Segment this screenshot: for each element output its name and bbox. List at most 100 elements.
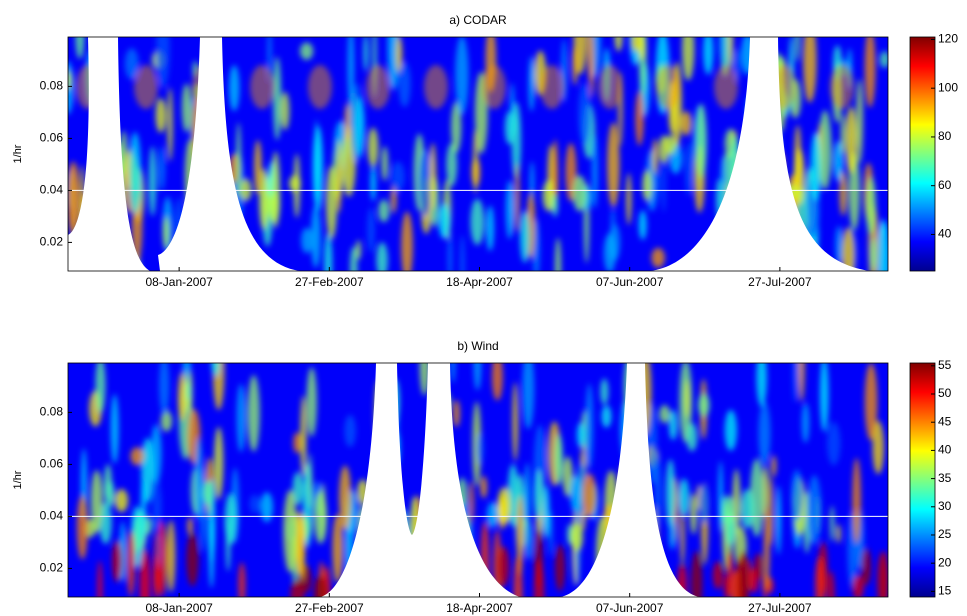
heatmap-cell <box>366 65 390 109</box>
heatmap-cell <box>367 207 376 253</box>
heatmap-cell <box>438 203 451 239</box>
heatmap-cell <box>497 546 510 587</box>
heatmap-cell <box>754 553 763 581</box>
heatmap-cell <box>166 519 176 593</box>
heatmap-cell <box>280 91 290 131</box>
heatmap-cell <box>90 469 103 533</box>
y-tick-label: 0.04 <box>40 509 64 523</box>
heatmap-cell <box>477 432 484 465</box>
heatmap-cell <box>524 520 534 560</box>
heatmap-cell <box>876 551 888 597</box>
y-tick-label: 0.04 <box>40 183 64 197</box>
heatmap-cell <box>312 125 324 212</box>
heatmap-cell <box>740 489 755 529</box>
heatmap-cell <box>298 515 306 582</box>
heatmap-cell <box>638 37 645 61</box>
heatmap-cell <box>376 242 388 271</box>
heatmap-cell <box>635 91 644 146</box>
y-tick-label: 0.02 <box>40 235 64 249</box>
heatmap-cell <box>310 205 321 268</box>
heatmap-cell <box>792 363 798 403</box>
heatmap-cell <box>324 233 333 271</box>
heatmap-cell <box>238 562 246 597</box>
heatmap-cell <box>631 37 641 52</box>
heatmap-cell <box>668 519 677 550</box>
heatmap-cell <box>349 246 358 271</box>
heatmap-cell <box>177 372 187 421</box>
heatmap-cell <box>699 483 710 524</box>
heatmap-cell <box>514 163 520 233</box>
heatmap-cell <box>459 235 465 271</box>
colorbar <box>909 362 936 598</box>
heatmap-cell <box>299 42 314 60</box>
colorbar-tick-label: 120 <box>938 32 958 46</box>
heatmap-cell <box>247 375 260 452</box>
heatmap-cell <box>861 548 872 586</box>
heatmap-cell <box>771 455 777 477</box>
heatmap-cell <box>652 138 659 175</box>
heatmap-cell <box>455 37 469 115</box>
heatmap-cell <box>68 161 80 235</box>
heatmap-cell <box>75 37 85 59</box>
heatmap-cell <box>589 37 595 99</box>
heatmap-cell <box>313 575 328 597</box>
heatmap-cell <box>124 48 139 80</box>
heatmap-cell <box>162 216 170 250</box>
x-tick-label: 27-Jul-2007 <box>748 275 812 289</box>
heatmap-cell <box>148 146 157 217</box>
heatmap-cell <box>424 65 448 109</box>
heatmap-cell <box>852 574 864 597</box>
heatmap-cell <box>603 233 617 271</box>
heatmap-cell <box>555 544 565 592</box>
heatmap-cell <box>320 483 326 542</box>
heatmap-cell <box>273 56 282 141</box>
heatmap-cell <box>835 225 843 265</box>
heatmap-cell <box>870 236 876 271</box>
heatmap-cell <box>211 363 220 377</box>
heatmap-cell <box>795 37 800 62</box>
heatmap-cell <box>512 382 519 462</box>
heatmap-cell <box>186 532 199 587</box>
heatmap-cell <box>156 37 170 89</box>
chart-title: b) Wind <box>457 339 498 353</box>
heatmap-cell <box>651 247 665 268</box>
heatmap-cell <box>830 65 854 109</box>
heatmap-cell <box>110 394 119 464</box>
heatmap-cell <box>418 150 432 217</box>
y-axis-label: 1/hr <box>12 144 24 163</box>
heatmap-cell <box>468 481 474 524</box>
heatmap-cell <box>283 489 297 573</box>
chart-title: a) CODAR <box>449 13 507 27</box>
heatmap-cell <box>470 198 485 246</box>
heatmap-cell <box>354 97 365 158</box>
heatmap-cell <box>610 208 616 238</box>
heatmap-cell <box>187 517 193 536</box>
heatmap-cell <box>419 363 430 396</box>
heatmap-cell <box>224 493 237 546</box>
heatmap-cell <box>803 37 817 103</box>
heatmap-cell <box>769 475 774 547</box>
heatmap-cell <box>213 426 224 500</box>
heatmap-cell <box>307 453 313 510</box>
heatmap-cell <box>482 65 506 109</box>
colorbar-tick-label: 25 <box>938 527 952 541</box>
colorbar-tick-label: 60 <box>938 178 952 192</box>
heatmap-cell <box>668 409 678 441</box>
heatmap-cell <box>140 477 147 543</box>
heatmap-cell <box>450 363 456 384</box>
heatmap-cell <box>260 492 274 523</box>
heatmap-cell <box>690 493 697 535</box>
heatmap-cell <box>571 522 584 552</box>
heatmap-cell <box>845 106 857 174</box>
heatmap <box>68 363 888 597</box>
heatmap-cell <box>712 561 724 590</box>
heatmap-cell <box>249 494 261 514</box>
heatmap-cell <box>585 383 594 469</box>
heatmap-cell <box>306 367 317 437</box>
heatmap-cell <box>76 495 88 560</box>
heatmap-cell <box>378 199 390 223</box>
heatmap-cell <box>695 103 707 178</box>
heatmap-cell <box>472 401 482 487</box>
heatmap-cell <box>480 475 488 499</box>
heatmap-cell <box>452 399 460 428</box>
